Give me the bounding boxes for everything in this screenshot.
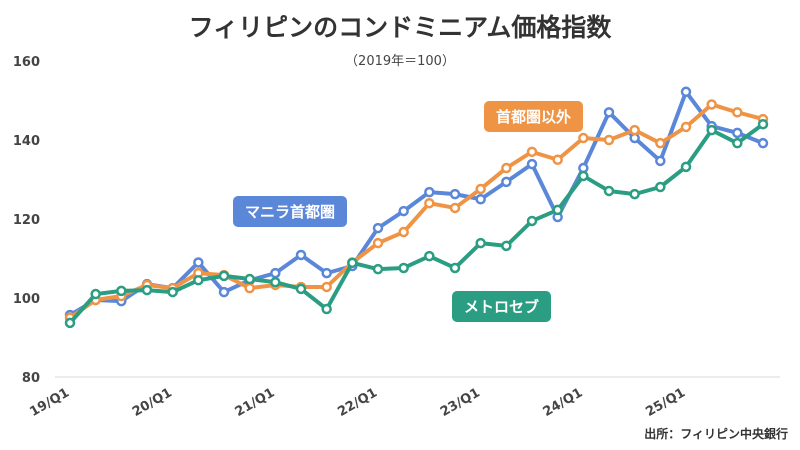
- data-point: [552, 204, 563, 216]
- data-point: [449, 262, 461, 274]
- data-point: [603, 185, 615, 197]
- data-point: [680, 161, 692, 173]
- data-point: [270, 267, 281, 279]
- data-point: [552, 154, 563, 165]
- y-tick-label: 160: [13, 55, 40, 70]
- data-point: [398, 205, 409, 217]
- y-tick-label: 140: [13, 134, 40, 149]
- data-point: [193, 257, 204, 268]
- data-point: [475, 237, 486, 249]
- data-point: [501, 240, 512, 252]
- data-point: [706, 124, 717, 136]
- data-point: [578, 132, 589, 144]
- data-point: [218, 270, 230, 282]
- x-tick-label: 23/Q1: [438, 385, 483, 419]
- source-note: 出所：フィリピン中央銀行: [644, 427, 788, 441]
- data-point: [398, 226, 409, 238]
- data-point: [270, 276, 281, 288]
- x-tick-label: 19/Q1: [27, 385, 72, 419]
- data-point: [372, 222, 384, 234]
- data-point: [757, 137, 769, 149]
- x-tick-label: 21/Q1: [233, 385, 278, 419]
- chart-title: フィリピンのコンドミニアム価格指数: [188, 13, 612, 42]
- data-point: [757, 118, 769, 130]
- data-point: [603, 134, 615, 146]
- data-point: [732, 127, 743, 139]
- series-label-cebu: メトロセブ: [452, 291, 552, 322]
- data-point: [244, 282, 255, 294]
- series-line: [68, 102, 764, 320]
- data-point: [64, 317, 76, 329]
- data-point: [501, 162, 512, 174]
- data-point: [578, 170, 589, 182]
- data-point: [475, 194, 486, 205]
- data-point: [372, 263, 384, 275]
- data-point: [141, 284, 153, 296]
- series-label-manila: マニラ首都圏: [233, 196, 348, 227]
- data-point: [449, 188, 461, 200]
- data-point: [372, 237, 384, 249]
- data-point: [732, 107, 743, 118]
- data-point: [526, 215, 538, 227]
- data-point: [655, 137, 666, 149]
- data-point: [526, 158, 538, 170]
- x-tick-label: 25/Q1: [643, 385, 688, 419]
- data-point: [706, 99, 717, 110]
- data-point: [347, 257, 358, 269]
- data-point: [321, 303, 332, 315]
- data-point: [321, 267, 332, 279]
- data-point: [655, 181, 666, 193]
- data-point: [732, 137, 743, 149]
- data-point: [218, 286, 230, 298]
- data-point: [424, 186, 435, 198]
- data-point: [603, 107, 615, 118]
- data-point: [501, 176, 512, 188]
- series-label-outside-metro: 首都圏以外: [484, 101, 584, 132]
- data-point: [398, 262, 409, 274]
- data-point: [424, 197, 435, 209]
- data-point: [680, 86, 692, 98]
- series-line: [68, 122, 765, 325]
- data-point: [424, 250, 435, 262]
- y-tick-label: 120: [13, 213, 40, 228]
- data-point: [193, 274, 204, 286]
- data-point: [167, 286, 178, 298]
- x-tick-label: 22/Q1: [335, 385, 380, 419]
- data-point: [629, 188, 640, 200]
- series-line: [68, 89, 764, 317]
- y-tick-label: 100: [13, 292, 40, 307]
- data-point: [526, 146, 538, 158]
- data-point: [116, 285, 127, 297]
- data-point: [244, 273, 255, 285]
- data-point: [655, 155, 666, 167]
- data-point: [449, 202, 461, 214]
- chart-subtitle: （2019年＝100）: [345, 54, 455, 69]
- data-point: [629, 124, 640, 136]
- data-point: [295, 249, 307, 261]
- y-tick-label: 80: [22, 371, 40, 386]
- data-point: [680, 121, 692, 133]
- x-tick-label: 20/Q1: [130, 385, 175, 419]
- x-tick-label: 24/Q1: [541, 385, 586, 419]
- data-point: [321, 281, 332, 293]
- data-point: [90, 288, 101, 300]
- data-point: [475, 183, 486, 195]
- data-point: [295, 283, 307, 295]
